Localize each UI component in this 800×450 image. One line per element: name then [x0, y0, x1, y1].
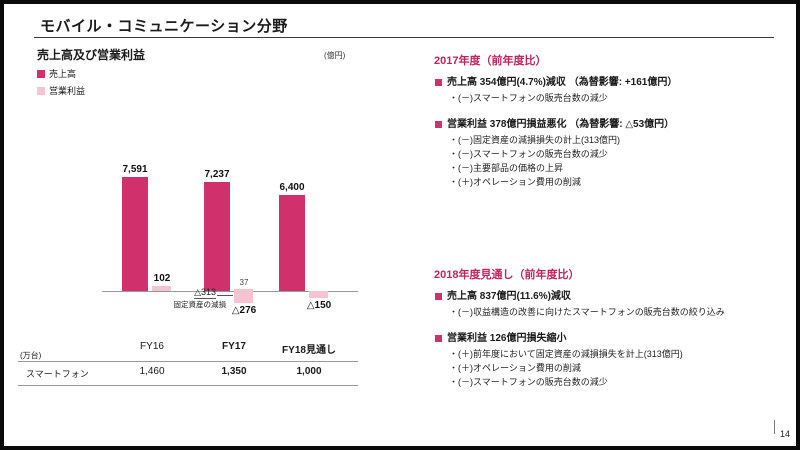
- sales-bar-fy17: [204, 182, 230, 291]
- bullet-square-icon: [435, 121, 442, 128]
- bar-group-fy16: 7,591 102 FY16 1,460: [119, 4, 185, 446]
- bullet-item: ・(－)主要部品の価格の上昇: [449, 161, 786, 175]
- legend-item-profit: 営業利益: [37, 84, 85, 97]
- sales-bar-fy18: [279, 195, 305, 291]
- chart-unit-label: (億円): [324, 51, 346, 60]
- bullet-item: ・(－)スマートフォンの販売台数の減少: [449, 91, 786, 105]
- bullet-item: ・(－)固定資産の減損損失の計上(313億円): [449, 133, 786, 147]
- legend-label: 売上高: [49, 69, 77, 79]
- table-value-fy17: 1,350: [221, 366, 247, 377]
- item-text: 売上高 837億円(11.6%)減収: [447, 291, 571, 302]
- table-rule-bottom: [18, 385, 358, 386]
- sales-bar-fy16: [122, 177, 148, 291]
- bar-group-fy18: 6,400 △150 FY18見通し 1,000: [276, 4, 342, 446]
- profit-value-label: 102: [153, 273, 171, 285]
- item-text: ・(－)スマートフォンの販売台数の減少: [449, 93, 608, 103]
- impairment-note: 固定資産の減損: [173, 300, 227, 309]
- item-text: ・(＋)前年度において固定資産の減損損失を計上(313億円): [449, 349, 683, 359]
- impairment-connector-line: [217, 295, 233, 296]
- sales-value-label: 7,237: [204, 169, 230, 181]
- bullet-item: 営業利益 378億円損益悪化 （為替影響: △53億円）: [434, 117, 786, 132]
- bullet-square-icon: [435, 293, 442, 300]
- profit-value-label: △276: [231, 305, 257, 317]
- item-text: ・(－)主要部品の価格の上昇: [449, 163, 563, 173]
- bullet-item: ・(＋)オペレーション費用の削減: [449, 175, 786, 189]
- table-rule-top: [18, 361, 358, 362]
- chart-legend: 売上高 営業利益: [37, 67, 85, 101]
- impairment-amount-callout: △313: [154, 287, 216, 299]
- item-text: 売上高 354億円(4.7%)減収 （為替影響: +161億円）: [447, 77, 678, 88]
- table-value-fy18: 1,000: [296, 366, 322, 377]
- sales-value-label: 6,400: [279, 182, 305, 193]
- bullet-square-icon: [435, 335, 442, 342]
- table-row-label: スマートフォン: [26, 369, 89, 379]
- profit-bar-fy18: [309, 291, 328, 298]
- pre-impairment-label: 37: [239, 278, 249, 288]
- impairment-amount: △313: [194, 287, 216, 299]
- item-text: ・(＋)オペレーション費用の削減: [449, 363, 581, 373]
- legend-label: 営業利益: [49, 86, 86, 96]
- legend-item-sales: 売上高: [37, 67, 85, 80]
- footer-tick-line: [774, 420, 775, 434]
- section-heading: 2017年度（前年度比）: [434, 55, 547, 67]
- section-fy2017: 2017年度（前年度比） 売上高 354億円(4.7%)減収 （為替影響: +1…: [434, 52, 786, 189]
- page-title: モバイル・コミュニケーション分野: [40, 18, 288, 35]
- profit-bar-fy16: [152, 286, 171, 291]
- profit-legend-swatch-icon: [37, 86, 45, 95]
- bullet-square-icon: [435, 79, 442, 86]
- sales-value-label: 7,591: [122, 164, 148, 176]
- item-text: ・(－)スマートフォンの販売台数の減少: [449, 377, 608, 387]
- item-text: 営業利益 378億円損益悪化 （為替影響: △53億円）: [447, 119, 675, 130]
- profit-value-label: △150: [306, 299, 332, 311]
- section-heading: 2018年度見通し（前年度比）: [434, 269, 580, 281]
- bullet-item: 売上高 837億円(11.6%)減収: [434, 289, 786, 304]
- category-label-fy16: FY16: [140, 341, 164, 352]
- sales-legend-swatch-icon: [37, 69, 45, 78]
- page-number: 14: [780, 429, 791, 439]
- x-axis-line: [102, 291, 358, 292]
- bullet-item: ・(－)スマートフォンの販売台数の減少: [449, 375, 786, 389]
- category-label-fy17: FY17: [222, 341, 246, 352]
- section-fy2018-forecast: 2018年度見通し（前年度比） 売上高 837億円(11.6%)減収 ・(－)収…: [434, 266, 786, 389]
- title-divider: [34, 37, 774, 38]
- item-text: ・(－)固定資産の減損損失の計上(313億円): [449, 135, 621, 145]
- table-unit-label: (万台): [20, 351, 42, 360]
- bullet-item: ・(＋)オペレーション費用の削減: [449, 361, 786, 375]
- bullet-item: 営業利益 126億円損失縮小: [434, 331, 786, 346]
- chart-title: 売上高及び営業利益: [37, 48, 146, 62]
- bar-group-fy17: 7,237 37 △276 FY17 1,350: [201, 4, 267, 446]
- category-label-fy18: FY18見通し: [282, 345, 336, 356]
- item-text: ・(－)スマートフォンの販売台数の減少: [449, 149, 608, 159]
- item-text: ・(－)収益構造の改善に向けたスマートフォンの販売台数の絞り込み: [449, 307, 725, 317]
- bullet-item: 売上高 354億円(4.7%)減収 （為替影響: +161億円）: [434, 75, 786, 90]
- table-value-fy16: 1,460: [139, 366, 165, 377]
- item-text: 営業利益 126億円損失縮小: [447, 333, 567, 344]
- bullet-item: ・(－)スマートフォンの販売台数の減少: [449, 147, 786, 161]
- bullet-item: ・(－)収益構造の改善に向けたスマートフォンの販売台数の絞り込み: [449, 305, 786, 319]
- item-text: ・(＋)オペレーション費用の削減: [449, 177, 581, 187]
- bullet-item: ・(＋)前年度において固定資産の減損損失を計上(313億円): [449, 347, 786, 361]
- profit-bar-fy17: [234, 289, 253, 304]
